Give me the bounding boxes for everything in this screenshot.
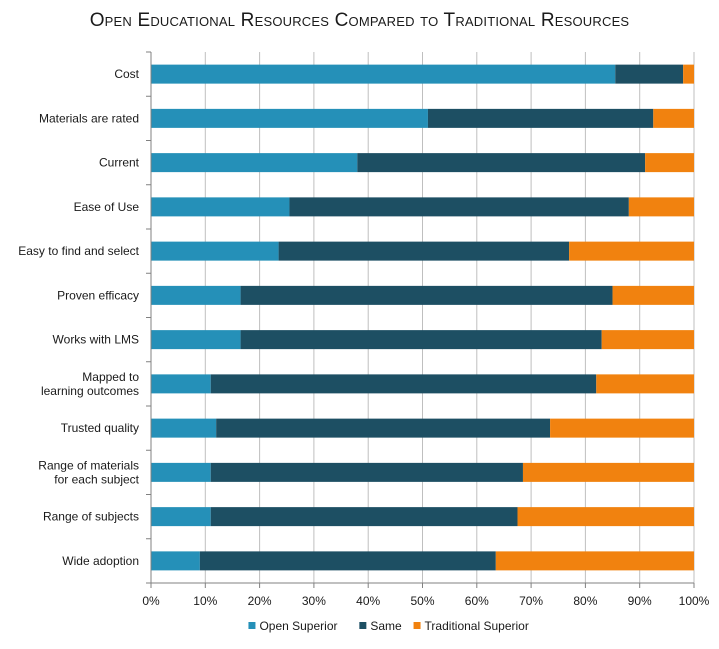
bar-same [210, 374, 597, 394]
bar-traditional-superior [517, 507, 694, 527]
category-label: Mapped to learning outcomes [41, 370, 139, 398]
category-label: Proven efficacy [57, 288, 139, 302]
legend-swatch [359, 622, 367, 629]
bar-open-superior [151, 241, 279, 261]
category-label: Trusted quality [61, 421, 139, 435]
x-tick-label: 0% [142, 594, 160, 608]
category-label: Works with LMS [53, 333, 139, 347]
legend-label: Open Superior [259, 619, 337, 633]
category-label: Current [99, 156, 140, 170]
category-label: Easy to find and select [18, 244, 139, 258]
x-tick-label: 10% [193, 594, 217, 608]
bar-open-superior [151, 285, 241, 305]
bar-traditional-superior [550, 418, 694, 438]
bar-traditional-superior [522, 462, 694, 482]
bar-same [240, 330, 602, 350]
x-tick-label: 30% [302, 594, 326, 608]
bar-same [615, 64, 684, 84]
bar-open-superior [151, 374, 211, 394]
x-tick-label: 50% [410, 594, 434, 608]
bar-same [278, 241, 570, 261]
x-tick-label: 60% [465, 594, 489, 608]
category-label: Materials are rated [39, 111, 139, 125]
legend-swatch [413, 622, 421, 629]
bar-traditional-superior [645, 153, 694, 173]
x-tick-label: 90% [628, 594, 652, 608]
bar-traditional-superior [596, 374, 694, 394]
bar-open-superior [151, 197, 290, 217]
bar-same [210, 507, 518, 527]
bar-open-superior [151, 418, 217, 438]
bar-open-superior [151, 462, 211, 482]
bar-traditional-superior [612, 285, 694, 305]
bar-open-superior [151, 507, 211, 527]
category-label: Range of materials for each subject [38, 458, 139, 486]
bar-same [199, 551, 496, 571]
bar-same [289, 197, 629, 217]
bar-traditional-superior [495, 551, 694, 571]
category-label: Cost [114, 67, 139, 81]
bar-open-superior [151, 330, 241, 350]
bar-open-superior [151, 153, 358, 173]
bar-traditional-superior [683, 64, 694, 84]
bar-open-superior [151, 64, 616, 84]
bar-open-superior [151, 108, 428, 128]
x-tick-label: 100% [679, 594, 710, 608]
x-tick-label: 20% [248, 594, 272, 608]
bar-same [240, 285, 613, 305]
x-tick-label: 40% [356, 594, 380, 608]
x-tick-label: 80% [573, 594, 597, 608]
bar-open-superior [151, 551, 200, 571]
chart-title: Open Educational Resources Compared to T… [89, 10, 630, 31]
category-label: Ease of Use [74, 200, 140, 214]
bar-same [216, 418, 551, 438]
bar-traditional-superior [601, 330, 694, 350]
legend-label: Traditional Superior [425, 619, 529, 633]
category-label: Wide adoption [62, 554, 139, 568]
bar-traditional-superior [653, 108, 694, 128]
bar-traditional-superior [628, 197, 694, 217]
bar-same [210, 462, 523, 482]
bar-same [357, 153, 646, 173]
bar-traditional-superior [569, 241, 694, 261]
x-tick-label: 70% [519, 594, 543, 608]
bar-same [427, 108, 654, 128]
legend-label: Same [370, 619, 402, 633]
category-label: Range of subjects [43, 510, 139, 524]
legend-swatch [248, 622, 256, 629]
